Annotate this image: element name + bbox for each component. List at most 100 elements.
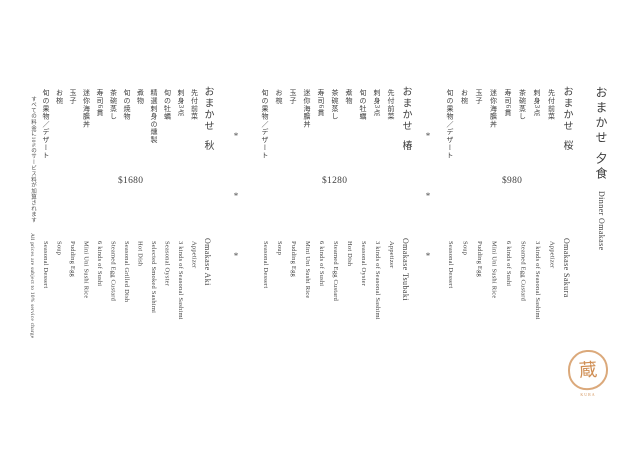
aki-heading-jp-prefix: おまかせ (202, 86, 213, 132)
menu-item-en: Seasonal Oyster (360, 241, 367, 287)
menu-item-en: Appetizer (388, 241, 395, 269)
menu-item-jp: 玉子 (69, 89, 77, 105)
menu-item-jp: 旬の焼物 (123, 89, 131, 121)
menu-item-en: Appetizer (190, 241, 198, 269)
menu-item-en: Seasonal Dessert (42, 241, 49, 289)
menu-item-jp: 煮物 (345, 89, 353, 105)
tsubaki-en-section: Omakase Tsubaki Appetizer 3 kinds of Seas… (258, 238, 412, 443)
menu-item-en: Steamed Egg Custard (332, 241, 339, 302)
menu-item-en: Soup (276, 241, 283, 256)
menu-item-jp: 茶碗蒸し (518, 89, 527, 121)
menu-title-jp-prefix: おまかせ (594, 86, 608, 146)
menu-title: おまかせ夕食 Dinner Omakase (593, 86, 610, 446)
menu-item-en: Soup (55, 241, 63, 256)
tsubaki-heading-jp: おまかせ椿 (398, 86, 412, 261)
menu-item-jp: 茶碗蒸し (331, 89, 339, 121)
menu-item-jp: 刺身3点 (373, 89, 381, 117)
menu-item-jp: 旬の牡蠣 (359, 89, 367, 121)
menu-item-jp: 迷你海膽丼 (489, 89, 498, 128)
aki-heading-en: Omakase Aki (203, 238, 212, 286)
menu-item-en: Mini Uni Sushi Rice (490, 241, 498, 299)
menu-item-en: Mini Uni Sushi Rice (82, 241, 90, 299)
tsubaki-jp-section: おまかせ椿 先付前菜 刺身3点 旬の牡蠣 煮物 茶碗蒸し 寿司6貫 迷你海膽丼 玉子 お椀 旬の果… (258, 86, 412, 261)
sakura-heading-en: Omakase Sakura (562, 238, 571, 298)
menu-item-en: Seasonal Oyster (163, 241, 171, 287)
menu-item-jp: 旬の果物／デザート (446, 89, 454, 160)
menu-item-jp: お椀 (460, 89, 469, 105)
service-charge-note-jp: すべての料金に10%のサービス料が加算されます (30, 96, 36, 223)
menu-item-jp: 旬の牡蠣 (163, 89, 172, 121)
tsubaki-heading-en: Omakase Tsubaki (401, 238, 410, 301)
sakura-en-section: Omakase Sakura Appetizer 3 kinds of Seaso… (443, 238, 574, 443)
menu-item-en: Seasonal Dessert (447, 241, 454, 289)
sakura-price: $980 (502, 176, 523, 186)
menu-item-jp: 先付前菜 (387, 89, 395, 121)
aki-heading-jp: おまかせ秋 (201, 86, 215, 261)
menu-item-jp: 迷你海膽丼 (82, 89, 91, 128)
sakura-heading-jp-prefix: おまかせ (561, 86, 572, 132)
menu-item-en: Hot Dish (346, 241, 353, 267)
tsubaki-heading-jp-prefix: おまかせ (400, 86, 411, 132)
stamp-circle-icon: 蔵 (566, 348, 610, 392)
separator-asterisk: * (233, 251, 239, 261)
menu-item-en: Appetizer (548, 241, 556, 269)
aki-price: $1680 (118, 176, 144, 186)
menu-item-en: Hot Dish (136, 241, 144, 267)
menu-item-jp: お椀 (55, 89, 64, 105)
section-separator: * * * (424, 131, 432, 261)
logo-character: 蔵 (578, 359, 598, 381)
tsubaki-heading-jp-name: 椿 (400, 140, 411, 152)
menu-item-jp: 玉子 (475, 89, 483, 105)
menu-item-jp: 玉子 (289, 89, 297, 105)
menu-item-jp: 先付前菜 (547, 89, 556, 121)
menu-item-en: Pudding Egg (290, 241, 297, 277)
sakura-heading-jp: おまかせ桜 (559, 86, 574, 261)
service-charge-note-en: All prices are subject to 10% service ch… (29, 233, 35, 339)
aki-heading-jp-name: 秋 (202, 140, 213, 152)
menu-item-en: Seasonal Dessert (262, 241, 269, 289)
separator-asterisk: * (425, 191, 431, 201)
menu-item-en: 3 kinds of Seasonal Sashimi (374, 241, 381, 320)
section-separator: * * * (232, 131, 240, 261)
menu-item-jp: お椀 (275, 89, 283, 105)
menu-item-jp: 煮物 (136, 89, 145, 105)
separator-asterisk: * (425, 131, 431, 141)
menu-item-en: Mini Uni Sushi Rice (304, 241, 311, 299)
menu-item-en: Soup (461, 241, 469, 256)
menu-item-en: Steamed Egg Custard (519, 241, 527, 302)
menu-item-jp: 迷你海膽丼 (303, 89, 311, 128)
kura-stamp-logo: 蔵 KURA (566, 348, 610, 397)
menu-item-en: 3 kinds of Seasonal Sashimi (177, 241, 184, 320)
menu-item-jp: 旬の果物／デザート (42, 89, 50, 160)
separator-asterisk: * (425, 251, 431, 261)
menu-item-en: 6 kinds of Sushi (318, 241, 325, 287)
logo-caption: KURA (580, 392, 596, 397)
menu-item-en: Pudding Egg (476, 241, 483, 277)
menu-item-jp: 茶碗蒸し (109, 89, 118, 121)
menu-item-en: Pudding Egg (69, 241, 76, 277)
menu-item-jp: 刺身3点 (533, 89, 541, 117)
menu-item-jp: 寿司6貫 (317, 89, 325, 117)
menu-title-jp-name: 夕食 (594, 152, 608, 182)
menu-item-en: 3 kinds of Seasonal Sashimi (534, 241, 541, 320)
menu-item-jp: 刺身3点 (177, 89, 185, 117)
menu-item-jp: 寿司6貫 (96, 89, 104, 117)
menu-item-jp: 旬の果物／デザート (261, 89, 269, 160)
menu-item-en: Seasonal Grilled Dish (123, 241, 130, 303)
menu-item-jp: 寿司6貫 (504, 89, 512, 117)
sakura-heading-jp-name: 桜 (561, 140, 572, 152)
menu-item-jp: 精選刺身の燻製 (150, 89, 158, 144)
menu-item-en: Steamed Egg Custard (109, 241, 117, 302)
sakura-jp-section: おまかせ桜 先付前菜 刺身3点 茶碗蒸し 寿司6貫 迷你海膽丼 玉子 お椀 旬の果物／デザート (443, 86, 574, 261)
tsubaki-price: $1280 (322, 176, 348, 186)
menu-item-en: 6 kinds of Sushi (96, 241, 103, 287)
menu-item-en: 6 kinds of Sushi (505, 241, 512, 287)
aki-jp-section: おまかせ秋 先付前菜 刺身3点 旬の牡蠣 精選刺身の燻製 煮物 旬の焼物 茶碗蒸し 寿司6貫迷… (39, 86, 215, 261)
aki-en-section: Omakase Aki Appetizer 3 kinds of Seasonal… (39, 238, 215, 443)
menu-item-en: Selected Smoked Sashimi (150, 241, 157, 314)
menu-item-jp: 先付前菜 (190, 89, 199, 121)
menu-title-en: Dinner Omakase (597, 191, 606, 251)
separator-asterisk: * (233, 131, 239, 141)
separator-asterisk: * (233, 191, 239, 201)
